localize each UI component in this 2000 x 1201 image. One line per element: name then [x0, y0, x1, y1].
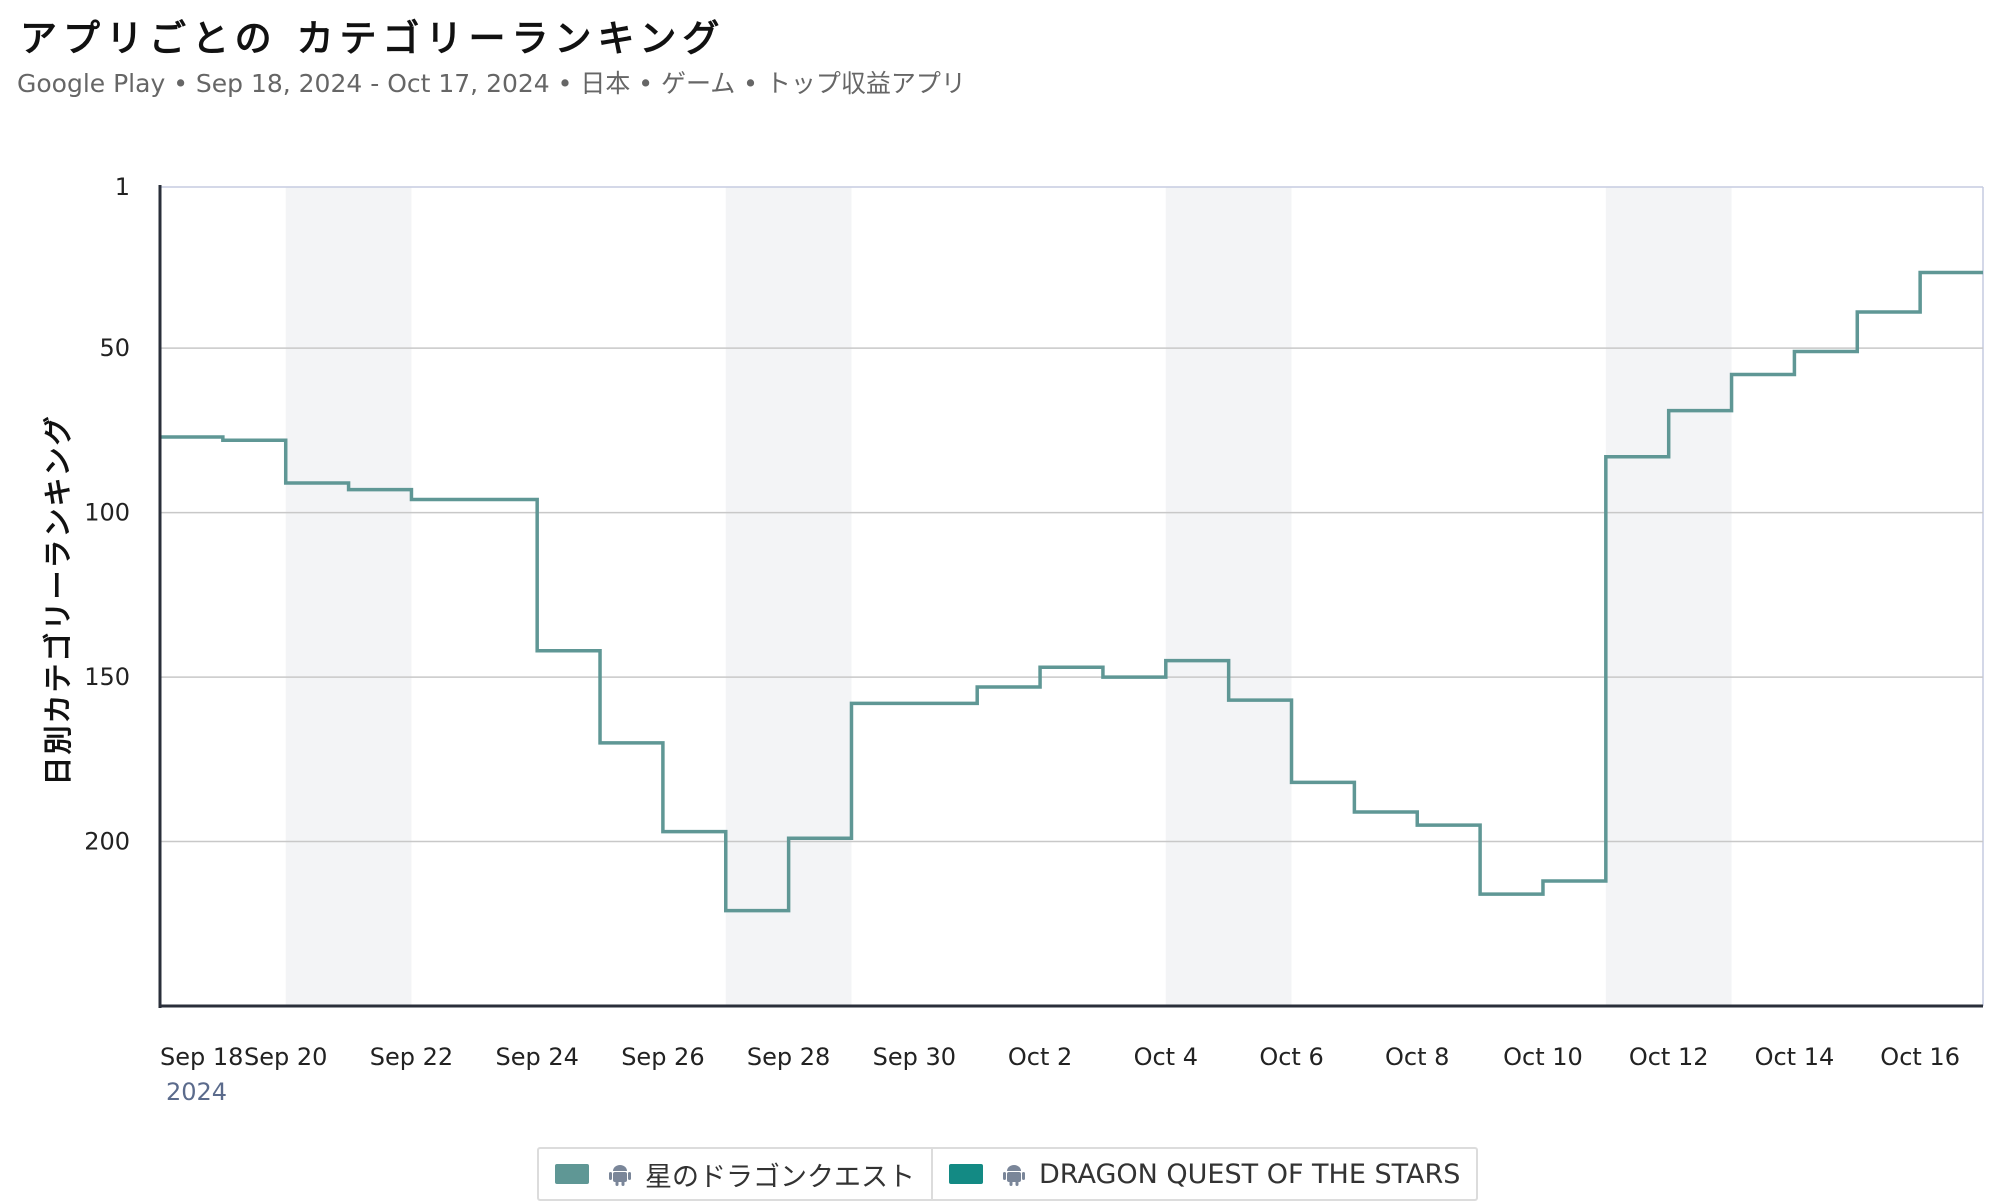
weekend-bands [285, 187, 1732, 1006]
x-tick-label: Oct 14 [1755, 1043, 1835, 1071]
legend-swatch [555, 1164, 589, 1184]
x-tick-label: Sep 28 [747, 1043, 830, 1071]
y-tick-label: 200 [84, 828, 130, 856]
legend-swatch [949, 1164, 983, 1184]
x-tick-label: Sep 30 [873, 1043, 956, 1071]
chart-subtitle: Google Play • Sep 18, 2024 - Oct 17, 202… [17, 69, 966, 98]
legend-item-1[interactable]: DRAGON QUEST OF THE STARS [931, 1149, 1476, 1199]
x-tick-label: Sep 22 [370, 1043, 453, 1071]
legend-label: 星のドラゴンクエスト [645, 1161, 915, 1193]
x-tick-label: Oct 6 [1259, 1043, 1323, 1071]
x-tick-label: Oct 12 [1629, 1043, 1709, 1071]
legend: 星のドラゴンクエスト DRAGON QUEST OF THE STARS [537, 1147, 1479, 1201]
weekend-band [1165, 187, 1292, 1006]
legend-item-0[interactable]: 星のドラゴンクエスト [539, 1149, 931, 1199]
x-tick-label: Oct 4 [1134, 1043, 1198, 1071]
y-tick-label: 50 [99, 334, 130, 362]
weekend-band [1605, 187, 1732, 1006]
legend-label: DRAGON QUEST OF THE STARS [1039, 1158, 1461, 1190]
y-tick-label: 100 [84, 499, 130, 527]
x-tick-label: Sep 18 [160, 1043, 243, 1071]
x-tick-label: Oct 2 [1008, 1043, 1072, 1071]
y-tick-label: 1 [115, 173, 130, 201]
gridlines [160, 186, 1984, 1006]
android-icon [1003, 1162, 1025, 1186]
x-tick-label: Oct 10 [1503, 1043, 1583, 1071]
weekend-band [285, 187, 412, 1006]
x-tick-label: Oct 16 [1880, 1043, 1960, 1071]
android-icon [609, 1162, 631, 1186]
series-line-0 [160, 270, 1983, 913]
x-tick-label: Sep 24 [495, 1043, 578, 1071]
x-axis-ticks: Sep 18 Sep 20 Sep 22 Sep 24 Sep 26 Sep 28 Sep … [160, 1043, 1960, 1106]
x-year-label: 2024 [166, 1078, 227, 1106]
series-lines [160, 270, 1983, 913]
x-tick-label: Sep 26 [621, 1043, 704, 1071]
x-tick-label: Oct 8 [1385, 1043, 1449, 1071]
chart-title: アプリごとの カテゴリーランキング [20, 16, 726, 60]
y-axis-label: 日別カテゴリーランキング [41, 414, 75, 785]
y-tick-label: 150 [84, 663, 130, 691]
x-tick-label: Sep 20 [244, 1043, 327, 1071]
